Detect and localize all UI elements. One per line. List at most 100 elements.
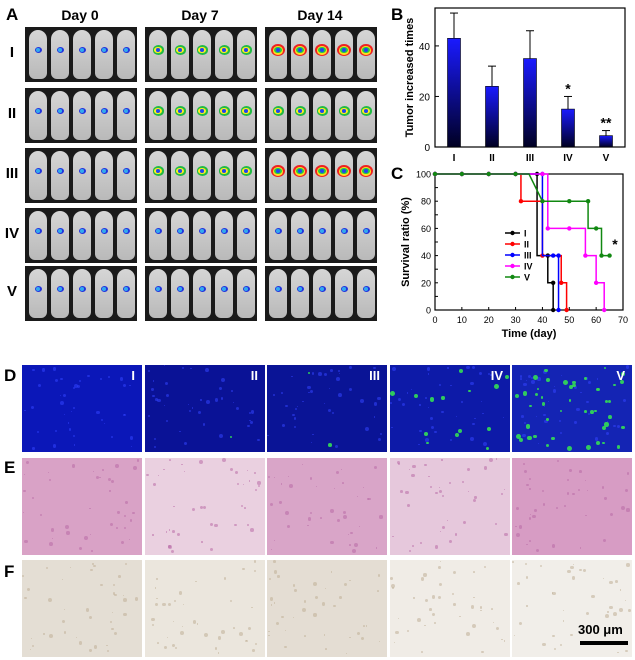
tissue-speck <box>482 412 484 415</box>
tissue-speck <box>408 549 411 552</box>
tissue-speck <box>558 419 561 422</box>
tissue-speck <box>609 605 613 610</box>
tissue-speck <box>333 487 336 490</box>
tissue-speck <box>459 615 461 617</box>
x-tick-label: 30 <box>511 315 521 325</box>
tissue-speck <box>342 511 347 515</box>
tissue-speck <box>481 400 483 402</box>
tissue-speck <box>325 647 327 650</box>
tissue-speck <box>441 410 444 414</box>
tissue-speck <box>59 401 64 406</box>
tissue-speck <box>191 508 196 512</box>
tissue-speck <box>114 464 119 469</box>
tissue-speck <box>333 604 336 608</box>
legend-marker <box>510 274 515 280</box>
tissue-speck <box>337 519 341 523</box>
tissue-speck <box>449 482 452 485</box>
tissue-speck <box>110 436 113 439</box>
mouse <box>73 269 91 318</box>
tissue-speck <box>391 426 393 429</box>
tissue-speck <box>122 384 126 388</box>
mouse <box>193 211 211 260</box>
tissue-speck <box>503 640 506 642</box>
tissue-speck <box>562 609 565 611</box>
tissue-speck <box>214 523 218 528</box>
tile-label: III <box>369 368 380 383</box>
tumor-signal <box>363 109 369 114</box>
mouse <box>73 91 91 140</box>
tissue-speck <box>163 405 166 407</box>
tissue-speck <box>604 497 607 500</box>
tile-label: II <box>250 368 258 383</box>
tissue-speck <box>479 606 483 609</box>
tissue-speck <box>513 634 516 637</box>
tissue-speck <box>626 472 630 475</box>
tissue-speck <box>289 484 294 488</box>
tissue-speck <box>182 603 184 605</box>
fluorescent-signal <box>515 434 521 439</box>
fluorescent-signal <box>560 409 563 412</box>
tissue-speck <box>487 372 490 375</box>
tumor-signal <box>243 48 249 53</box>
tissue-speck <box>31 644 35 648</box>
mouse <box>237 269 255 318</box>
tissue-speck <box>439 560 442 563</box>
histology-tile <box>267 560 387 657</box>
tissue-speck <box>572 492 575 495</box>
legend-label: II <box>524 240 529 250</box>
tissue-speck <box>349 387 353 392</box>
tissue-speck <box>176 532 180 536</box>
tumor-signal <box>341 229 347 233</box>
tissue-speck <box>349 544 351 546</box>
tissue-speck <box>524 562 527 565</box>
group-label: I <box>9 44 15 61</box>
tissue-speck <box>344 582 348 587</box>
tissue-speck <box>491 608 493 611</box>
mouse <box>73 151 91 200</box>
histology-tile <box>390 560 510 657</box>
tissue-speck <box>181 366 185 370</box>
fluorescent-signal <box>620 372 625 377</box>
tissue-speck <box>164 381 168 385</box>
tissue-speck <box>417 617 422 622</box>
group-label: III <box>5 165 19 182</box>
tissue-speck <box>72 434 76 438</box>
fluorescent-signal <box>532 375 538 381</box>
tissue-speck <box>220 397 224 401</box>
tumor-signal <box>35 229 41 233</box>
y-tick-label: 0 <box>426 306 431 316</box>
tissue-speck <box>439 490 443 494</box>
tissue-speck <box>284 645 287 649</box>
tissue-speck <box>32 368 35 372</box>
mouse <box>73 211 91 260</box>
tissue-speck <box>373 416 376 418</box>
tissue-speck <box>181 463 183 466</box>
tissue-speck <box>560 374 562 376</box>
tissue-speck <box>609 581 613 585</box>
tissue-speck <box>524 422 527 425</box>
survival-line <box>435 173 560 310</box>
legend-label: IV <box>524 262 533 272</box>
tissue-speck <box>526 483 529 487</box>
tissue-speck <box>338 370 341 373</box>
tissue-speck <box>270 502 274 506</box>
y-tick-label: 20 <box>419 92 431 103</box>
mouse <box>313 211 331 260</box>
histology-tile: II <box>145 365 265 452</box>
tissue-speck <box>249 419 251 422</box>
tissue-speck <box>253 569 256 572</box>
tissue-speck <box>99 378 102 380</box>
tissue-speck <box>112 592 116 595</box>
fluorescent-signal <box>540 395 544 399</box>
tumor-signal <box>35 109 41 113</box>
tissue-speck <box>52 367 57 371</box>
fluorescent-signal <box>545 377 550 382</box>
mouse <box>51 91 69 140</box>
tumor-signal <box>319 169 325 174</box>
tumor-signal <box>155 229 161 233</box>
survival-marker <box>593 226 599 231</box>
survival-line <box>435 173 610 257</box>
panel-label-e: E <box>4 458 16 477</box>
tissue-speck <box>544 420 548 424</box>
tissue-speck <box>617 652 619 654</box>
